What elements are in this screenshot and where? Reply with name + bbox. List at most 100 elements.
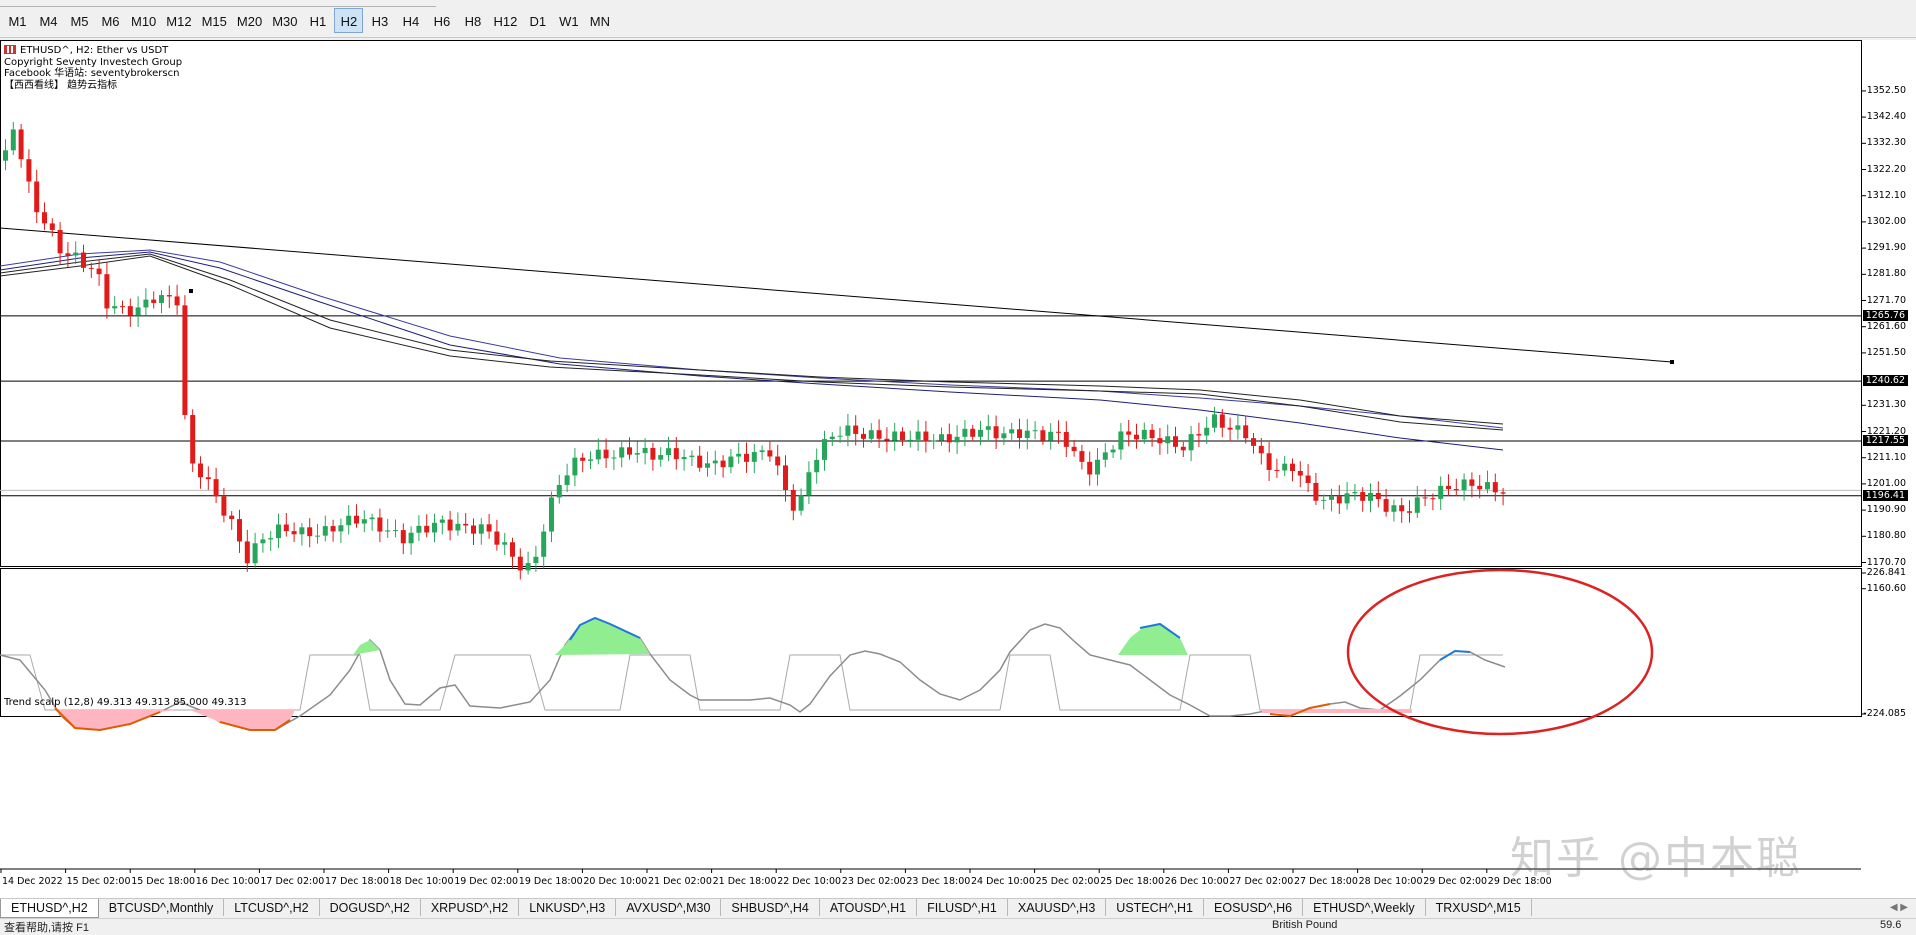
candle-body (268, 538, 274, 540)
price-axis-label: 1312.10 (1866, 189, 1906, 201)
timeframe-button-m4[interactable]: M4 (39, 14, 58, 29)
candle-body (1157, 438, 1163, 444)
candle-body (751, 452, 757, 462)
candle-body (486, 524, 492, 532)
time-axis-label: 15 Dec 18:00 (131, 876, 196, 887)
timeframe-button-h3[interactable]: H3 (371, 14, 389, 29)
price-axis-label: 1281.80 (1866, 268, 1906, 280)
chart-tab[interactable]: XRPUSD^,H2 (421, 899, 520, 916)
candle-body (1274, 469, 1280, 471)
tab-scroll-arrows-icon[interactable]: ◀ ▶ (1889, 902, 1908, 913)
candle-body (1141, 429, 1147, 440)
time-axis-label: 19 Dec 18:00 (518, 876, 583, 887)
indicator-pane-frame (0, 568, 1862, 717)
timeframe-button-d1[interactable]: D1 (529, 14, 547, 29)
candle-body (1188, 434, 1194, 451)
chart-window[interactable]: ETHUSD^, H2: Ether vs USDT Copyright Sev… (0, 40, 1916, 898)
candle-body (1180, 446, 1186, 451)
timeframe-toolbar: M1 M4 M5 M6 M10 M12 M15 M20 M30 H1 H2 H3 H4 H6 H8 H12 D1… (0, 0, 1916, 38)
timeframe-button-h6[interactable]: H6 (433, 14, 451, 29)
candle-body (1079, 451, 1085, 462)
timeframe-button-m15[interactable]: M15 (201, 14, 227, 29)
candle-body (806, 472, 812, 496)
indicator-axis-bottom: -224.085 (1863, 708, 1906, 719)
chart-canvas[interactable] (0, 40, 1916, 898)
trend-anchor (1670, 360, 1674, 364)
chart-tab[interactable]: BTCUSD^,Monthly (99, 899, 225, 916)
candle-body (393, 530, 398, 532)
time-axis-label: 22 Dec 10:00 (777, 876, 842, 887)
timeframe-button-m1[interactable]: M1 (8, 14, 27, 29)
candle-body (34, 181, 40, 213)
bull-area (1118, 624, 1188, 655)
timeframe-strip: M1 M4 M5 M6 M10 M12 M15 M20 M30 H1 H2 H3 H4 H6 H8 H12 D1… (3, 8, 616, 35)
timeframe-button-w1[interactable]: W1 (559, 14, 579, 29)
timeframe-button-m10[interactable]: M10 (131, 14, 157, 29)
price-axis-label: 1291.90 (1866, 242, 1906, 254)
chart-tab[interactable]: DOGUSD^,H2 (320, 899, 421, 916)
timeframe-button-h2[interactable]: H2 (334, 8, 364, 33)
chart-tab[interactable]: LTCUSD^,H2 (224, 899, 320, 916)
candle-body (900, 431, 905, 441)
chart-tab[interactable]: ETHUSD^,Weekly (1303, 899, 1426, 916)
candle-body (1071, 446, 1077, 452)
candle-body (603, 449, 609, 459)
chart-tab[interactable]: XAUUSD^,H3 (1008, 899, 1107, 916)
candle-body (931, 440, 937, 442)
candle-body (689, 455, 695, 458)
chart-tab[interactable]: ATOUSD^,H1 (820, 899, 918, 916)
candle-body (1149, 429, 1155, 439)
timeframe-button-m5[interactable]: M5 (70, 14, 89, 29)
candle-body (783, 465, 788, 490)
candle-body (1360, 492, 1366, 501)
timeframe-button-m30[interactable]: M30 (272, 14, 298, 29)
candle-body (1227, 427, 1233, 430)
timeframe-button-h4[interactable]: H4 (402, 14, 420, 29)
bear-edge (1269, 703, 1331, 718)
candle-body (299, 527, 305, 535)
timeframe-button-m12[interactable]: M12 (166, 14, 192, 29)
timeframe-button-h1[interactable]: H1 (309, 14, 327, 29)
chart-tab[interactable]: AVXUSD^,M30 (616, 899, 722, 916)
candle-body (3, 150, 8, 161)
price-axis-label: 1332.30 (1866, 137, 1906, 149)
candle-body (237, 519, 242, 542)
chart-tab[interactable]: FILUSD^,H1 (917, 899, 1008, 916)
candle-body (1329, 496, 1334, 500)
candle-body (1282, 463, 1288, 471)
timeframe-button-h8[interactable]: H8 (464, 14, 482, 29)
price-level-box: 1196.41 (1862, 489, 1908, 501)
candle-body (619, 447, 625, 458)
candle-body (1469, 479, 1475, 486)
price-axis-label: 1261.60 (1866, 320, 1906, 332)
candle-body (1438, 485, 1444, 499)
candle-body (127, 306, 133, 316)
timeframe-button-m6[interactable]: M6 (101, 14, 120, 29)
moving-average-curve (0, 253, 1504, 425)
time-axis-label: 23 Dec 18:00 (906, 876, 971, 887)
candle-body (10, 129, 16, 151)
candle-body (369, 517, 375, 520)
candle-body (814, 459, 820, 473)
moving-average-curve (0, 255, 1504, 431)
candle-body (1391, 505, 1397, 512)
timeframe-button-mn[interactable]: MN (589, 14, 610, 29)
candle-body (549, 497, 554, 532)
chart-tab[interactable]: LNKUSD^,H3 (519, 899, 617, 916)
chart-tab[interactable]: EOSUSD^,H6 (1204, 899, 1304, 916)
time-axis-label: 25 Dec 18:00 (1100, 876, 1165, 887)
chart-tab[interactable]: TRXUSD^,M15 (1426, 899, 1532, 916)
time-axis-label: 17 Dec 18:00 (325, 876, 389, 887)
candle-body (1212, 414, 1217, 428)
price-axis-label: 1221.20 (1866, 425, 1906, 437)
candle-body (354, 515, 359, 524)
candle-body (533, 556, 539, 564)
timeframe-button-m20[interactable]: M20 (236, 14, 263, 29)
timeframe-button-h12[interactable]: H12 (493, 14, 518, 29)
chart-tab[interactable]: SHBUSD^,H4 (721, 899, 820, 916)
candle-body (1313, 482, 1319, 501)
chart-tab[interactable]: USTECH^,H1 (1106, 899, 1205, 916)
chart-tab[interactable]: ETHUSD^,H2 (0, 899, 99, 918)
candle-body (517, 556, 523, 571)
candle-body (205, 477, 211, 480)
